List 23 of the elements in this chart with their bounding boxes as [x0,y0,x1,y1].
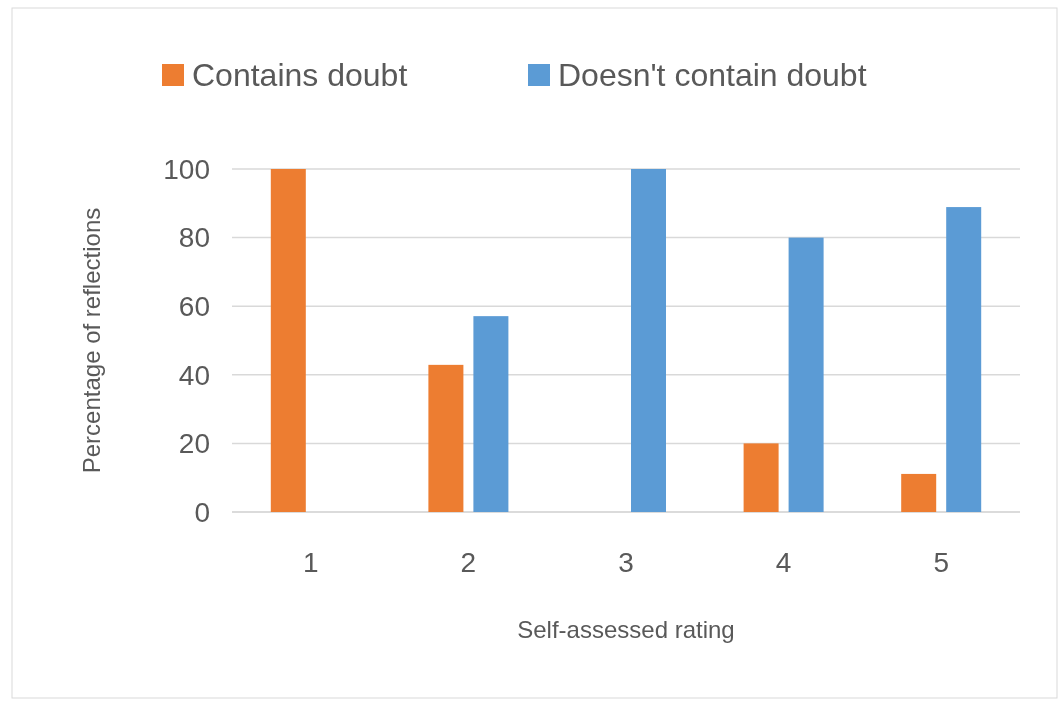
y-tick-label: 100 [163,153,210,185]
bar [743,443,779,512]
bar [946,207,982,512]
bar [631,169,666,512]
x-tick-label: 1 [303,547,319,578]
bar [428,364,464,512]
x-axis-title: Self-assessed rating [517,616,735,643]
y-tick-label: 40 [178,359,210,391]
x-tick-label: 5 [933,547,949,578]
x-tick-label: 4 [775,547,792,578]
bar [901,473,937,512]
y-axis-title: Percentage of reflections [78,207,105,474]
legend-label: Doesn't contain doubt [558,57,867,94]
x-tick-label: 2 [460,547,477,578]
y-tick-label: 0 [194,496,210,528]
bar [270,169,306,512]
y-tick-label: 60 [178,291,210,322]
y-tick-label: 80 [178,222,210,254]
x-tick-label: 3 [618,547,634,578]
legend-label: Contains doubt [192,57,408,94]
bar [473,316,509,512]
y-tick-label: 20 [178,428,210,460]
bar [788,237,824,512]
